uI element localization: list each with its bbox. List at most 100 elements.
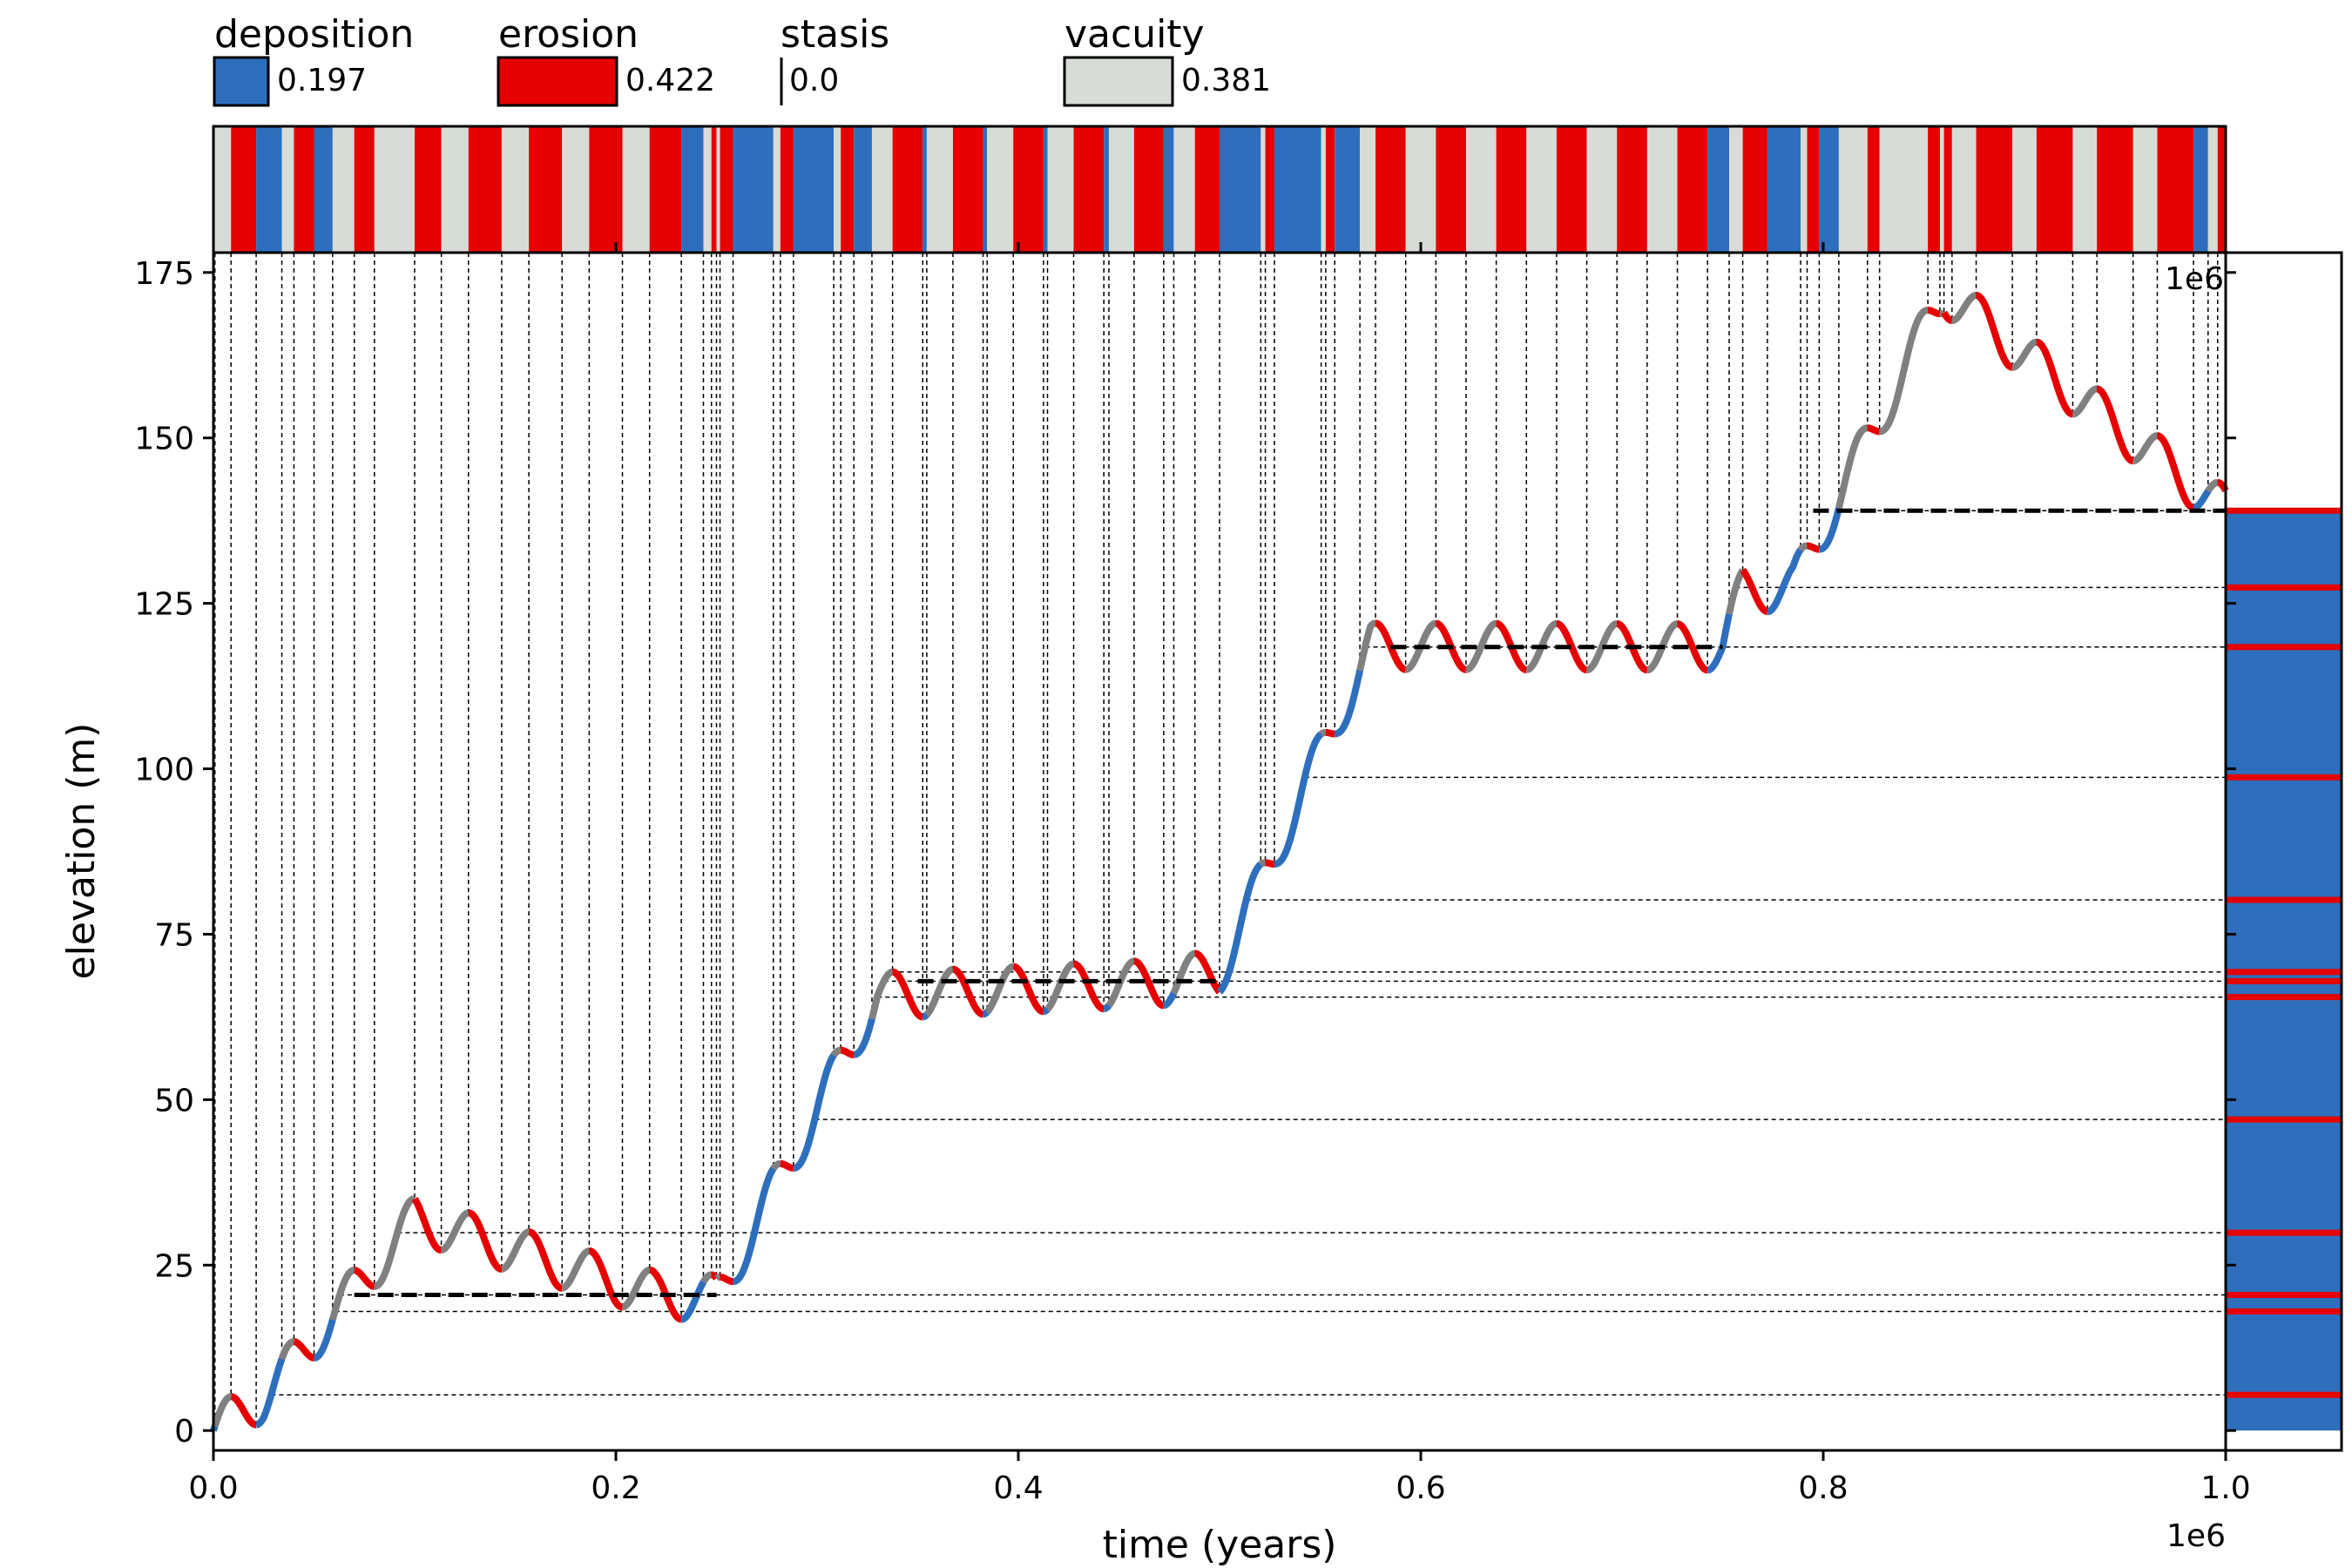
curve-segment-vacuity (1951, 291, 1977, 325)
legend-swatch-deposition (213, 56, 270, 107)
process-bar-segment-erosion (2157, 126, 2194, 253)
process-bar-segment-deposition (983, 126, 988, 253)
curve-segment-erosion (841, 1046, 855, 1058)
curve-segment-erosion (294, 1338, 314, 1362)
curve-segment-vacuity (1170, 950, 1196, 995)
surface-lines (271, 510, 2226, 1396)
process-bar-segment-erosion (2097, 126, 2133, 253)
curve-segment-vacuity (329, 1267, 355, 1321)
x-axis: 0.0 0.2 0.4 0.6 0.8 1.0 (188, 242, 2251, 1506)
y-axis: 0 25 50 75 100 125 150 175 (134, 256, 2236, 1450)
column-frame (2224, 251, 2343, 1452)
process-bar-segment-vacuity (871, 126, 893, 253)
process-bar-segment-vacuity (1405, 126, 1436, 253)
curve-segment-deposition (1217, 861, 1263, 995)
curve-segment-erosion (1194, 950, 1222, 995)
process-bar-segment-vacuity (1838, 126, 1868, 253)
curve-segment-vacuity (1835, 424, 1868, 510)
legend-title-erosion: erosion (498, 12, 639, 57)
y-tick-label: 0 (174, 1414, 194, 1450)
process-bar-segment-vacuity (1260, 126, 1266, 253)
process-bar-segment-vacuity (773, 126, 781, 253)
process-bar-segment-vacuity (1047, 126, 1074, 253)
process-bar-segment-erosion (1928, 126, 1940, 253)
curve-segment-vacuity (923, 965, 954, 1017)
process-bar-segment-erosion (841, 126, 855, 253)
curve-segment-erosion (1976, 291, 2013, 371)
curve-segment-vacuity (1726, 568, 1747, 615)
curve-segment-deposition (983, 1009, 990, 1018)
legend-value-erosion: 0.422 (625, 63, 715, 98)
curve-segment-erosion (952, 965, 983, 1018)
process-bar-segment-vacuity (501, 126, 530, 253)
process-bar-segment-vacuity (1321, 126, 1326, 253)
curve-segment-vacuity (1259, 859, 1266, 868)
time-boundary-lines (213, 253, 2219, 1426)
curve-segment-erosion (1133, 957, 1164, 1010)
y-tick-label: 50 (154, 1083, 194, 1119)
process-bar-segment-erosion (720, 126, 733, 253)
curve-segment-deposition (681, 1280, 706, 1323)
curve-segment-deposition (853, 1017, 875, 1058)
curve-segment-erosion (711, 1271, 720, 1281)
x-tick-label: 0.2 (591, 1470, 640, 1506)
curve-segment-deposition (1103, 1003, 1112, 1013)
legend-swatch-vacuity (1063, 56, 1174, 107)
process-bar-segment-vacuity (1646, 126, 1678, 253)
curve-segment-vacuity (622, 1266, 651, 1311)
legend-value-deposition: 0.197 (277, 63, 367, 98)
curve-segment-erosion (468, 1209, 502, 1273)
x-tick-label: 1.0 (2200, 1470, 2250, 1506)
curve-segment-erosion (231, 1393, 257, 1429)
legend-title-vacuity: vacuity (1064, 12, 1205, 57)
curve-segment-deposition (314, 1318, 336, 1362)
curve-segment-vacuity (1105, 957, 1135, 1008)
process-bar-segment-erosion (1265, 126, 1274, 253)
curve-segment-vacuity (1044, 960, 1074, 1012)
curve-segment-deposition (1707, 612, 1733, 674)
x-tick-label: 0.6 (1396, 1470, 1445, 1506)
hiatus-markers (354, 508, 2226, 1297)
curve-segment-vacuity (984, 963, 1014, 1015)
curve-segment-erosion (1740, 567, 1768, 616)
curve-segment-erosion (1013, 963, 1044, 1016)
process-bar-segment-deposition (854, 126, 872, 253)
curve-segment-vacuity (278, 1338, 294, 1361)
curve-segment-vacuity (1879, 307, 1929, 436)
process-bar-segment-erosion (1807, 126, 1820, 253)
curve-segment-vacuity (700, 1271, 712, 1284)
process-bar-segment-deposition (733, 126, 774, 253)
legend-title-stasis: stasis (781, 12, 889, 57)
process-bar-segment-vacuity (562, 126, 590, 253)
plot-area (210, 253, 2229, 1432)
curve-segment-deposition (733, 1166, 777, 1286)
curve-segment-erosion (720, 1273, 733, 1286)
curve-segment-erosion (1941, 310, 1953, 325)
curve-segment-erosion (780, 1159, 794, 1173)
curve-segment-vacuity (1586, 619, 1618, 674)
curve-segment-vacuity (830, 1046, 841, 1058)
process-bar-segment-erosion (2036, 126, 2073, 253)
curve-segment-erosion (1867, 424, 1880, 436)
process-bar-segment-vacuity (703, 126, 712, 253)
process-bar-segment-vacuity (332, 126, 355, 253)
curve-segment-erosion (1556, 619, 1587, 674)
process-bar-segment-vacuity (1939, 126, 1944, 253)
curve-segment-vacuity (441, 1209, 470, 1254)
process-bar-segment-vacuity (441, 126, 469, 253)
curve-segment-vacuity (2012, 338, 2037, 371)
curve-segment-deposition (1819, 507, 1842, 553)
process-bar-segment-vacuity (1951, 126, 1977, 253)
curve-segment-vacuity (2072, 385, 2098, 418)
curve-segment-deposition (255, 1357, 286, 1429)
process-bar-segment-vacuity (214, 126, 232, 253)
process-bar-segment-deposition (681, 126, 704, 253)
curve-segment-vacuity (374, 1195, 416, 1290)
y-tick-label: 125 (134, 587, 194, 623)
process-bar-segment-vacuity (374, 126, 415, 253)
process-bar-segment-erosion (589, 126, 623, 253)
process-bar-segment-erosion (1194, 126, 1220, 253)
curve-segment-vacuity (211, 1393, 232, 1428)
process-bar-segment-vacuity (1729, 126, 1743, 253)
